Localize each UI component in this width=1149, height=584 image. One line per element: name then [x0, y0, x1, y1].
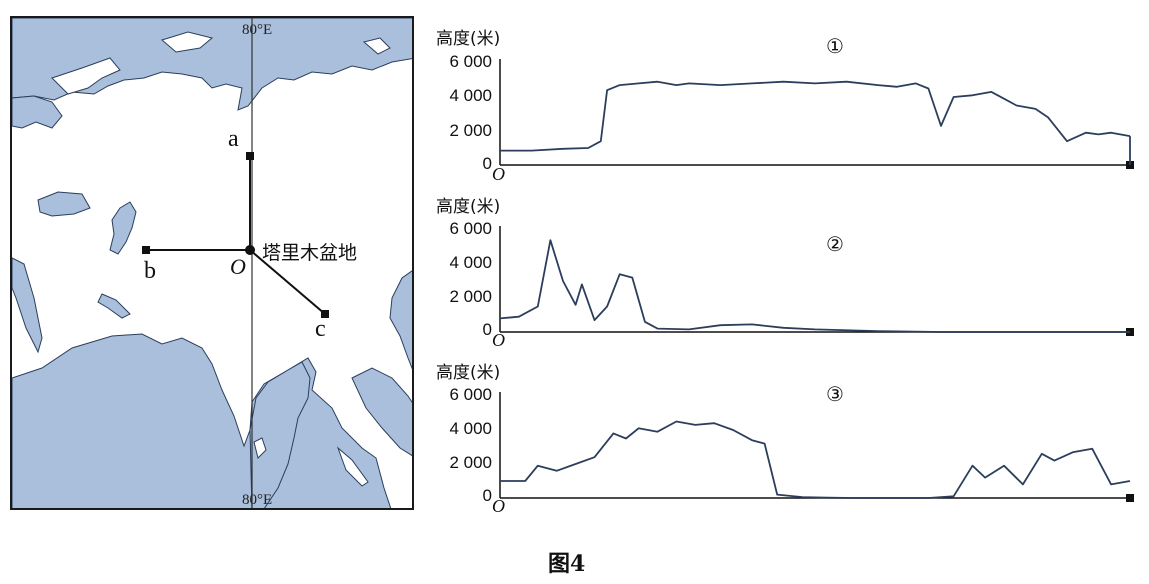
point-a-label: a [228, 126, 239, 152]
profile-3-ylabel: 高度(米) [436, 363, 501, 383]
scandinavia [51, 57, 121, 95]
profile-1-tick: 6 000 [449, 52, 492, 71]
bay-of-bengal [249, 361, 311, 508]
origin-label: O [230, 254, 246, 279]
profile-3-end-marker [1126, 494, 1134, 502]
map-panel: 80°E 80°E a b c O 塔里木盆地 [10, 16, 414, 510]
south-china-sea [351, 367, 412, 457]
origin-marker [245, 245, 255, 255]
pacific-ocean [389, 270, 412, 370]
caspian-sea [109, 201, 137, 255]
profile-2-origin: O [492, 330, 505, 350]
point-a-marker [246, 152, 254, 160]
profile-2-tick: 6 000 [449, 219, 492, 238]
point-b-marker [142, 246, 150, 254]
profile-3-tick: 6 000 [449, 385, 492, 404]
profile-1-origin: O [492, 164, 505, 184]
sumatra [336, 446, 369, 487]
profile-3-tick: 4 000 [449, 419, 492, 438]
profile-3-marker: ③ [826, 382, 844, 406]
lon-label-bottom: 80°E [242, 492, 273, 508]
black-sea [37, 191, 91, 217]
arctic-ocean [12, 18, 412, 111]
profile-3-elevation-line [500, 420, 1131, 499]
profile-3-tick: 2 000 [449, 453, 492, 472]
profile-2-elevation-line [499, 239, 1130, 333]
profile-2-ylabel: 高度(米) [436, 197, 501, 217]
novaya-zemlya [160, 31, 214, 53]
point-b-label: b [144, 258, 156, 284]
profile-2-tick: 2 000 [449, 287, 492, 306]
baltic-sea [12, 95, 63, 129]
island-east [362, 37, 391, 55]
point-c-label: c [315, 316, 326, 342]
profile-2-tick: 4 000 [449, 253, 492, 272]
profile-3-origin: O [492, 496, 505, 516]
map-canvas [12, 18, 412, 508]
figure-caption: 图4 [548, 551, 586, 577]
profile-3-tick: 0 [482, 486, 492, 505]
profile-line-oc [249, 249, 326, 315]
profile-1-tick: 0 [482, 154, 492, 173]
red-sea [12, 257, 43, 354]
sri-lanka [253, 437, 267, 459]
profile-2-marker: ② [826, 232, 844, 256]
profile-1-tick: 4 000 [449, 86, 492, 105]
profile-1-marker: ① [826, 34, 844, 58]
profile-2-tick: 0 [482, 320, 492, 339]
lon-label-top: 80°E [242, 22, 273, 38]
point-c-marker [321, 310, 329, 318]
profile-1-tick: 2 000 [449, 121, 492, 140]
persian-gulf [97, 293, 131, 319]
tarim-basin-label: 塔里木盆地 [262, 242, 358, 264]
profile-1-elevation-line [500, 80, 1131, 152]
profile-1-ylabel: 高度(米) [436, 29, 501, 49]
